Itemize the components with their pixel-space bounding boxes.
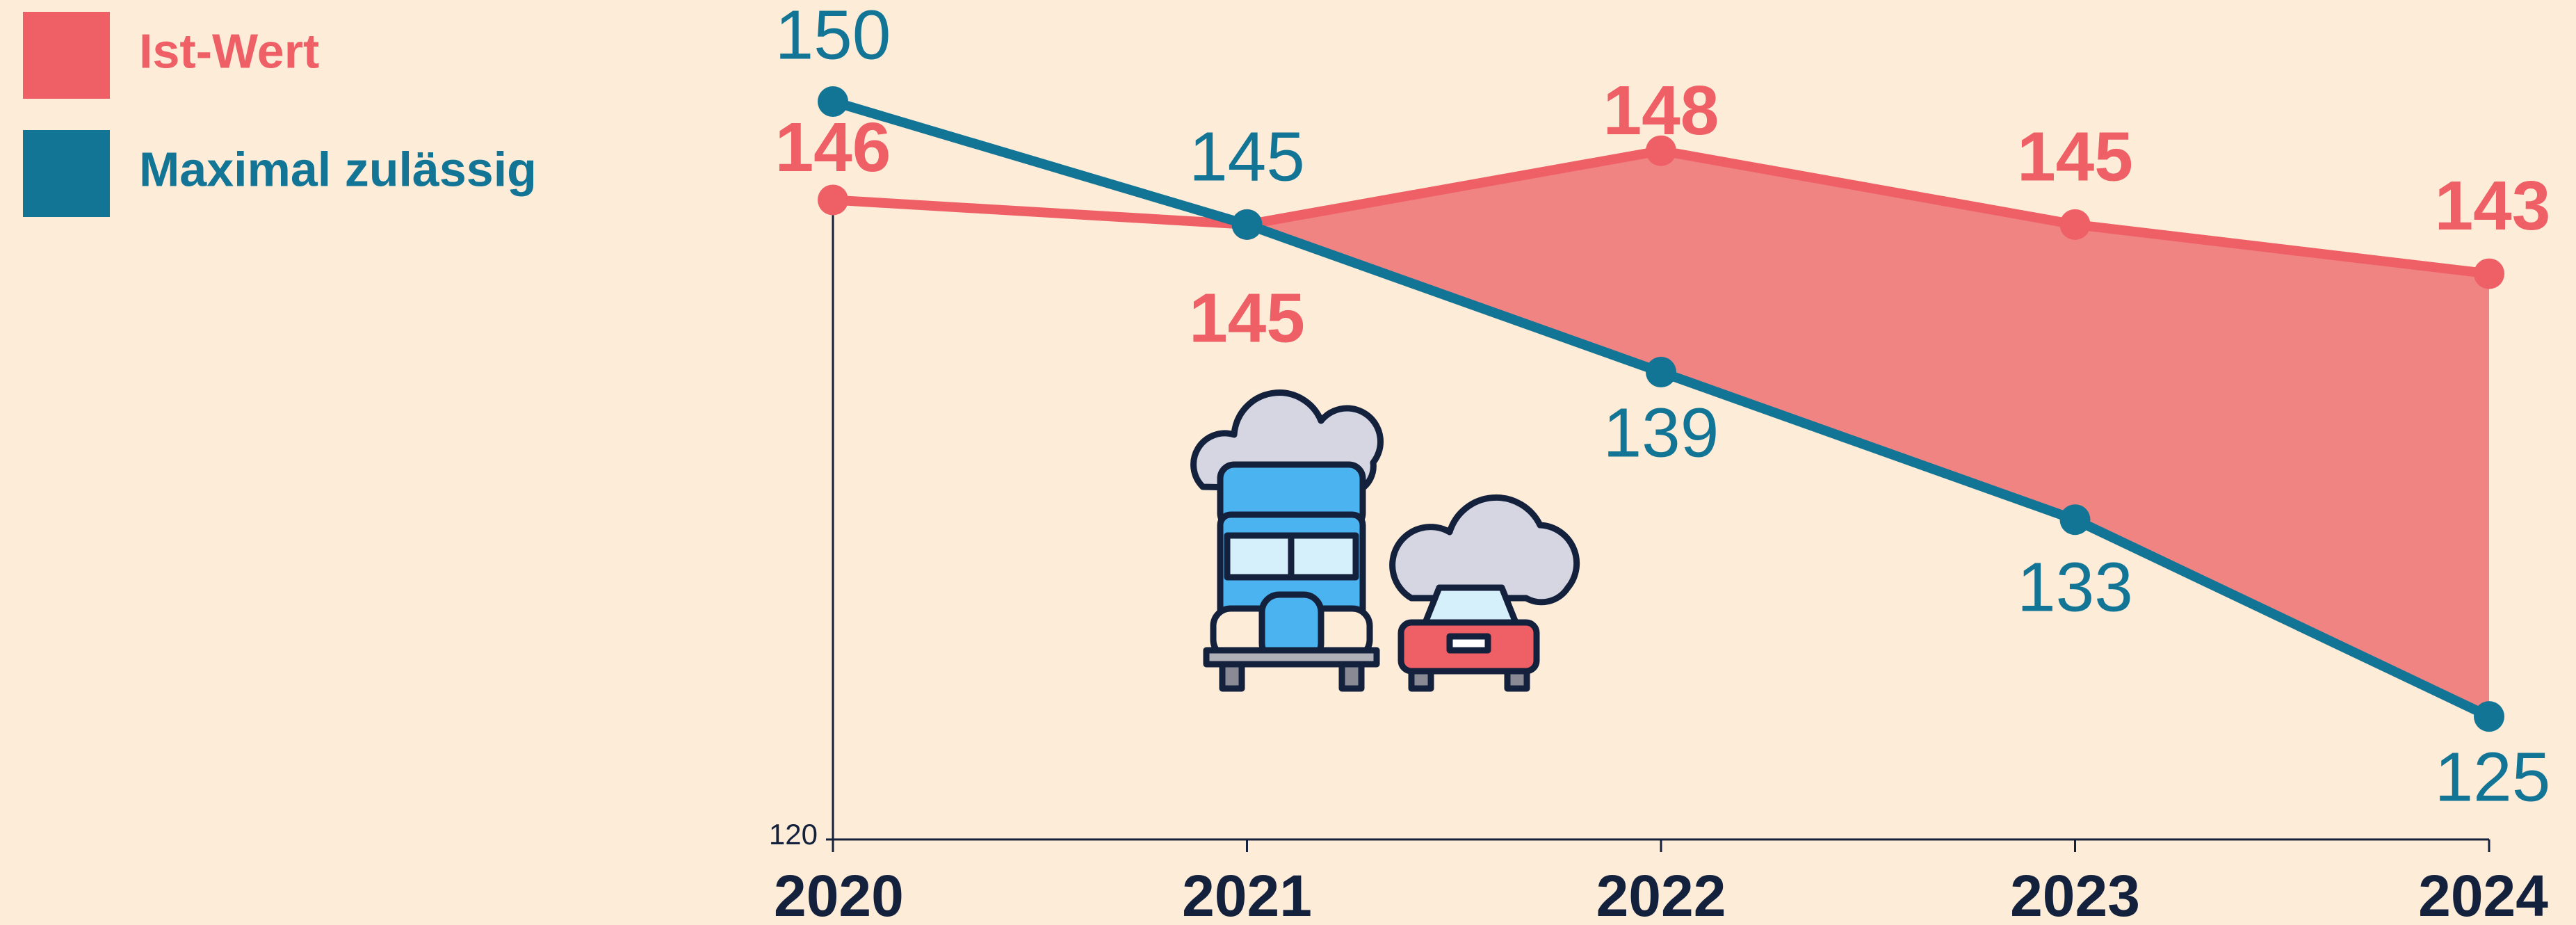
point	[818, 86, 848, 117]
point	[2474, 259, 2504, 289]
value-label: 146	[775, 108, 891, 186]
legend-swatch	[23, 130, 110, 217]
truck-icon	[1194, 393, 1381, 689]
x-tick-label: 2022	[1596, 863, 1726, 925]
value-label: 145	[1189, 279, 1305, 357]
point	[2474, 701, 2504, 732]
point	[818, 184, 848, 215]
value-label: 150	[775, 0, 891, 74]
value-label: 139	[1603, 394, 1719, 472]
value-label: 125	[2435, 739, 2551, 817]
value-label: 148	[1603, 72, 1719, 150]
point	[2060, 504, 2091, 535]
x-tick-label: 2023	[2010, 863, 2140, 925]
chart: Ist-Wert Maximal zulässig 120 2020 2021 2022 2…	[0, 0, 2576, 925]
value-label: 143	[2435, 167, 2551, 245]
value-label: 145	[2017, 118, 2133, 195]
x-tick-label: 2024	[2418, 863, 2548, 925]
legend-swatch	[23, 12, 110, 99]
point	[1646, 357, 1676, 387]
value-label: 133	[2017, 549, 2133, 627]
x-tick-label: 2021	[1182, 863, 1312, 925]
y-tick-label: 120	[769, 818, 818, 851]
value-label: 145	[1189, 118, 1305, 195]
legend-label: Ist-Wert	[139, 24, 319, 78]
legend-label: Maximal zulässig	[139, 142, 537, 196]
point	[1232, 209, 1263, 240]
point	[2060, 209, 2091, 240]
x-tick-label: 2020	[774, 863, 904, 925]
